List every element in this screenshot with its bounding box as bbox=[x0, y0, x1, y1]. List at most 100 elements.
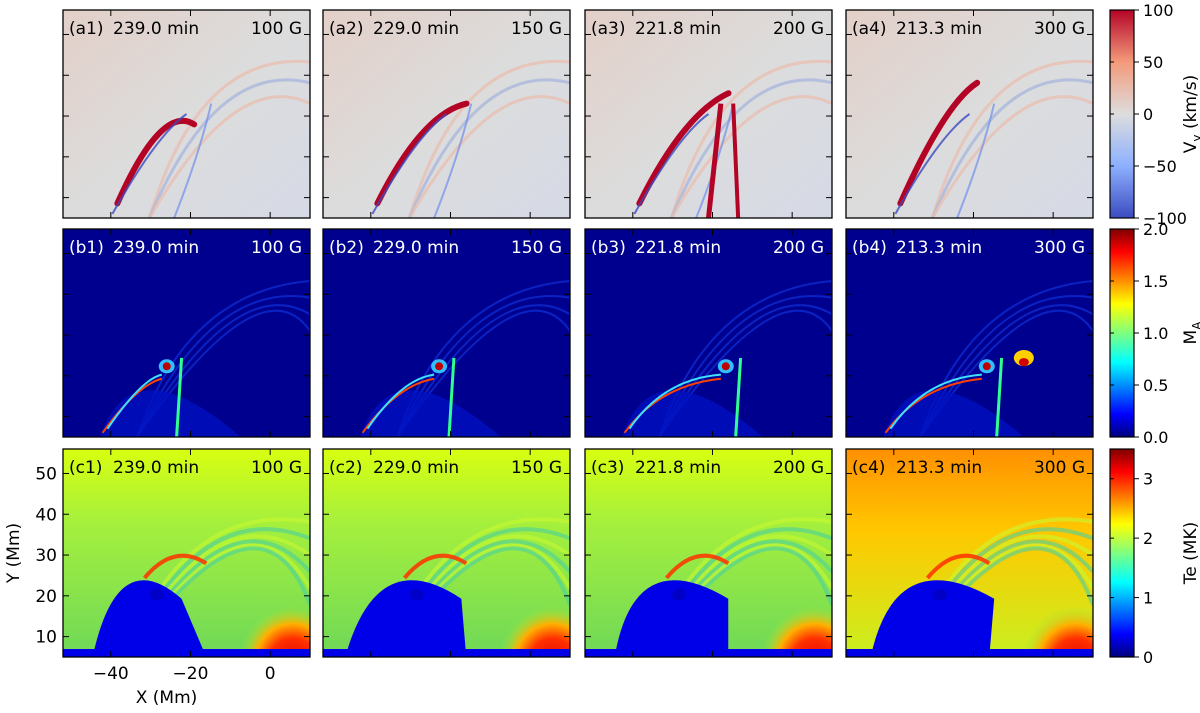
panel-c2: (c2) 229.0 min 150 G bbox=[322, 448, 571, 658]
panel-time: 239.0 min bbox=[113, 19, 199, 39]
panel-tag: (a3) bbox=[591, 19, 626, 39]
panel-tag: (c4) bbox=[852, 458, 885, 478]
panel-frame bbox=[845, 448, 1094, 658]
panel-frame bbox=[322, 228, 571, 438]
panel-time: 229.0 min bbox=[373, 238, 459, 258]
panel-time: 213.3 min bbox=[896, 458, 982, 478]
panel-time: 213.3 min bbox=[896, 238, 982, 258]
heatmap-field bbox=[585, 449, 832, 657]
colorbar-MA: 2.0 1.5 1.0 0.5 0.0 MA bbox=[1109, 220, 1200, 447]
heatmap-field bbox=[63, 449, 310, 657]
panel-field: 100 G bbox=[251, 19, 302, 39]
panel-b4: (b4) 213.3 min 300 G bbox=[845, 228, 1094, 438]
svg-text:Te (MK): Te (MK) bbox=[1181, 522, 1200, 585]
panel-b3: (b3) 221.8 min 200 G bbox=[584, 228, 833, 438]
panel-a1: (a1) 239.0 min 100 G bbox=[62, 9, 311, 219]
colorbar-tick-label: 100 bbox=[1143, 1, 1174, 20]
panel-frame bbox=[62, 448, 311, 658]
y-tick-label: 30 bbox=[35, 546, 57, 566]
panel-field: 150 G bbox=[511, 458, 562, 478]
panel-c1: (c1) 239.0 min 100 G bbox=[62, 448, 311, 658]
heatmap-field bbox=[63, 229, 310, 437]
y-tick-label: 50 bbox=[35, 464, 57, 484]
panel-a3: (a3) 221.8 min 200 G bbox=[584, 9, 833, 219]
panel-frame bbox=[584, 448, 833, 658]
panel-tag: (b2) bbox=[329, 238, 364, 258]
panel-time: 221.8 min bbox=[635, 458, 721, 478]
panel-tag: (a1) bbox=[69, 19, 104, 39]
panel-time: 221.8 min bbox=[635, 19, 721, 39]
colorbar-tick-label: 0.5 bbox=[1143, 376, 1168, 395]
panel-frame bbox=[322, 448, 571, 658]
colorbar-tick-label: 1.0 bbox=[1143, 324, 1168, 343]
panel-frame bbox=[322, 9, 571, 219]
heatmap-field bbox=[63, 10, 310, 218]
colorbar-tick-label: −100 bbox=[1143, 209, 1187, 228]
colorbar-tick-label: 0 bbox=[1143, 105, 1153, 124]
y-tick-label: 20 bbox=[35, 587, 57, 607]
panel-c3: (c3) 221.8 min 200 G bbox=[584, 448, 833, 658]
panel-time: 239.0 min bbox=[113, 238, 199, 258]
colorbar-tick-label: 50 bbox=[1143, 53, 1163, 72]
panel-time: 221.8 min bbox=[635, 238, 721, 258]
colorbar-tick-label: 0.0 bbox=[1143, 428, 1168, 447]
panel-time: 229.0 min bbox=[373, 458, 459, 478]
panel-tag: (b4) bbox=[852, 238, 887, 258]
colorbar-label: Vy (km/s) bbox=[1181, 75, 1200, 153]
x-tick-label: −40 bbox=[93, 664, 129, 684]
panel-b2: (b2) 229.0 min 150 G bbox=[322, 228, 571, 438]
y-axis-label: Y (Mm) bbox=[4, 523, 24, 584]
panel-a4: (a4) 213.3 min 300 G bbox=[845, 9, 1094, 219]
colorbar-tick-label: 2 bbox=[1143, 529, 1153, 548]
panel-field: 200 G bbox=[773, 458, 824, 478]
svg-text:MA: MA bbox=[1181, 321, 1200, 345]
panel-time: 239.0 min bbox=[113, 458, 199, 478]
svg-text:Vy (km/s): Vy (km/s) bbox=[1181, 75, 1200, 153]
heatmap-field bbox=[323, 449, 570, 657]
panel-c4: (c4) 213.3 min 300 G bbox=[845, 448, 1094, 658]
panel-field: 200 G bbox=[773, 19, 824, 39]
panel-tag: (c3) bbox=[591, 458, 624, 478]
panel-frame bbox=[62, 9, 311, 219]
colorbar-tick-label: 1 bbox=[1143, 589, 1153, 608]
colorbar-tick-label: 3 bbox=[1143, 470, 1153, 489]
x-tick-label: −20 bbox=[173, 664, 209, 684]
y-tick-label: 10 bbox=[35, 628, 57, 648]
panel-tag: (a4) bbox=[852, 19, 887, 39]
y-tick-label: 40 bbox=[35, 505, 57, 525]
panel-frame bbox=[845, 9, 1094, 219]
panel-tag: (b3) bbox=[591, 238, 626, 258]
panel-field: 300 G bbox=[1034, 19, 1085, 39]
colorbar-gradient bbox=[1109, 448, 1135, 658]
colorbar-tick-label: −50 bbox=[1143, 157, 1177, 176]
panel-tag: (c1) bbox=[69, 458, 102, 478]
panel-field: 150 G bbox=[511, 19, 562, 39]
panel-tag: (c2) bbox=[329, 458, 362, 478]
colorbar-Te: 3 2 1 0 Te (MK) bbox=[1109, 448, 1200, 667]
panel-frame bbox=[584, 228, 833, 438]
panel-field: 100 G bbox=[251, 458, 302, 478]
panel-b1: (b1) 239.0 min 100 G bbox=[62, 228, 311, 438]
panel-a2: (a2) 229.0 min 150 G bbox=[322, 9, 571, 219]
colorbar-label: Te (MK) bbox=[1181, 522, 1200, 585]
heatmap-field bbox=[585, 229, 832, 437]
panel-time: 213.3 min bbox=[896, 19, 982, 39]
colorbar-label: MA bbox=[1181, 321, 1200, 345]
panel-frame bbox=[584, 9, 833, 219]
x-axis-label: X (Mm) bbox=[136, 688, 198, 708]
panel-field: 150 G bbox=[511, 238, 562, 258]
colorbar-tick-label: 0 bbox=[1143, 648, 1153, 667]
panel-frame bbox=[62, 228, 311, 438]
heatmap-field bbox=[585, 10, 832, 218]
colorbar-tick-label: 1.5 bbox=[1143, 272, 1168, 291]
x-tick-label: 0 bbox=[265, 664, 276, 684]
heatmap-field bbox=[846, 10, 1093, 218]
colorbar-Vy: 100 50 0 −50 −100 Vy (km/s) bbox=[1109, 1, 1200, 228]
panel-field: 300 G bbox=[1034, 238, 1085, 258]
heatmap-field bbox=[323, 10, 570, 218]
panel-frame bbox=[845, 228, 1094, 438]
panel-field: 200 G bbox=[773, 238, 824, 258]
panel-tag: (a2) bbox=[329, 19, 364, 39]
panel-tag: (b1) bbox=[69, 238, 104, 258]
